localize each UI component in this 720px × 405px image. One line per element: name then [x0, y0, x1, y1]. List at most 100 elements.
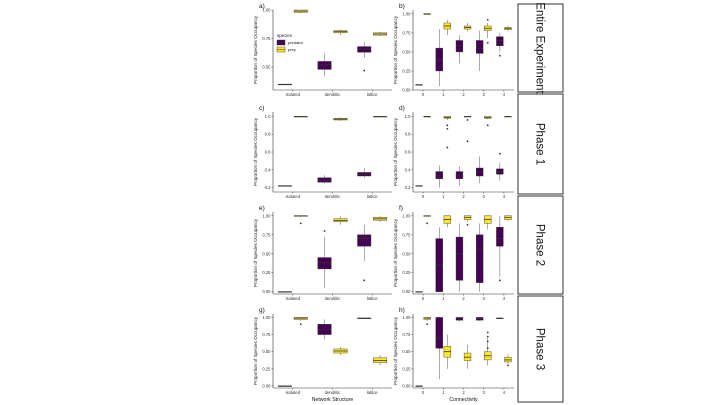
panel-a: a) 0.50 0.75 1.00 isolated dendritic lattice Pr…	[253, 3, 392, 97]
y-tick-label: 0.50	[402, 349, 411, 354]
x-tick-label: 0	[422, 296, 425, 301]
box-body	[476, 167, 484, 177]
predator-box	[415, 185, 423, 187]
phase-strips-layer: Entire Experiment Phase 1 Phase 2 Phase 3	[517, 2, 564, 403]
prey-box	[333, 117, 348, 121]
predator-box	[476, 317, 484, 321]
box-body	[357, 234, 372, 247]
outlier-point	[363, 279, 366, 282]
predator-box	[317, 319, 332, 340]
y-tick-label: 0.75	[262, 36, 271, 41]
x-tick-label: 0	[422, 390, 425, 395]
outlier-point	[426, 323, 429, 326]
outlier-point	[466, 140, 469, 143]
x-tick-label: isolated	[286, 194, 301, 199]
y-tick-label: 1.00	[262, 315, 271, 320]
predator-box	[455, 317, 464, 322]
outlier-point	[498, 54, 501, 57]
x-tick-label: 2	[462, 92, 465, 97]
x-tick-label: 1	[442, 296, 445, 301]
prey-box	[463, 22, 472, 32]
x-tick-label: 3	[483, 296, 486, 301]
predator-box	[496, 32, 504, 57]
legend-label: predator	[288, 40, 304, 45]
y-tick-label: 0.2	[405, 185, 411, 190]
y-tick-label: 0.8	[405, 132, 411, 137]
prey-box	[443, 116, 451, 149]
prey-box	[423, 116, 431, 118]
outlier-point	[486, 340, 489, 343]
box-body	[476, 234, 484, 283]
phase-strip-box	[517, 93, 564, 195]
y-tick-label: 0.00	[262, 383, 271, 388]
predator-box	[357, 317, 372, 319]
predator-box	[415, 291, 423, 293]
y-tick-label: 0.25	[262, 366, 271, 371]
y-tick-label: 0.00	[262, 289, 271, 294]
predator-box	[435, 29, 443, 87]
x-tick-label: 4	[503, 194, 506, 199]
prey-box	[423, 13, 431, 15]
prey-box	[293, 116, 308, 118]
y-tick-label: 0.50	[262, 349, 271, 354]
prey-box	[463, 215, 472, 226]
y-tick-label: 0.75	[402, 332, 411, 337]
x-tick-label: 4	[503, 92, 506, 97]
predator-box	[496, 317, 504, 319]
x-tick-label: 3	[483, 390, 486, 395]
x-axis-title: Network Structure	[312, 397, 354, 403]
predator-box	[357, 224, 372, 282]
box-body	[496, 36, 504, 47]
panel-label: h)	[399, 307, 405, 314]
predator-box	[415, 385, 423, 387]
phase-strip-2: Phase 1	[517, 93, 564, 195]
x-tick-label: lattice	[367, 296, 379, 301]
panel-label: b)	[399, 3, 405, 10]
predator-box	[455, 35, 464, 64]
y-tick-label: 0.50	[402, 49, 411, 54]
phase-strip-3: Phase 2	[517, 195, 564, 295]
x-tick-label: lattice	[367, 92, 379, 97]
x-tick-label: 0	[422, 92, 425, 97]
outlier-point	[363, 69, 366, 72]
prey-box	[443, 334, 451, 369]
x-tick-label: 2	[462, 390, 465, 395]
outlier-point	[486, 335, 489, 338]
y-tick-label: 1.00	[402, 11, 411, 16]
prey-box	[463, 344, 472, 369]
panel-label: a)	[259, 3, 265, 10]
y-tick-label: 0.25	[402, 68, 411, 73]
outlier-point	[426, 222, 429, 225]
panel-label: g)	[259, 307, 265, 314]
x-tick-label: 4	[503, 390, 506, 395]
predator-box	[435, 227, 443, 292]
prey-box	[463, 116, 472, 143]
outlier-point	[323, 230, 326, 232]
y-tick-label: 0.6	[405, 150, 411, 155]
predator-box	[277, 291, 292, 293]
panel-g: g) 0.00 0.25 0.50 0.75 1.00 isolated dendritic l…	[253, 307, 392, 403]
outlier-point	[486, 331, 489, 334]
y-axis-title: Proportion of Species Occupancy	[253, 15, 258, 84]
prey-box	[333, 346, 348, 356]
box-body	[317, 177, 332, 183]
prey-box	[293, 9, 308, 14]
prey-box	[333, 216, 348, 225]
prey-box	[484, 19, 492, 44]
box-body	[455, 236, 464, 281]
box-body	[435, 171, 443, 179]
y-tick-label: 1.00	[262, 213, 271, 218]
prey-box	[373, 215, 388, 222]
prey-box	[373, 31, 388, 37]
outlier-point	[299, 323, 302, 326]
predator-box	[455, 223, 464, 292]
y-tick-label: 0.25	[402, 270, 411, 275]
x-tick-label: isolated	[286, 390, 301, 395]
y-tick-label: 0.2	[265, 185, 271, 190]
y-tick-label: 0.75	[402, 232, 411, 237]
y-tick-label: 0.8	[265, 132, 271, 137]
y-tick-label: 0.4	[265, 167, 271, 172]
panel-label: f)	[399, 205, 403, 212]
